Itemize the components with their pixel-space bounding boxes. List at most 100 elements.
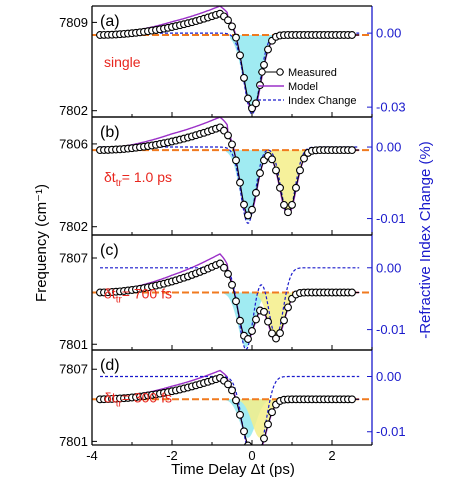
measured-point xyxy=(348,31,356,39)
measured-point xyxy=(264,45,272,54)
measured-point xyxy=(260,307,268,316)
measured-point xyxy=(256,169,264,178)
y2-tick-label: 0.00 xyxy=(376,369,401,384)
note-value: = 700 fs xyxy=(122,285,172,301)
measured-point xyxy=(252,99,260,108)
dip-fill-2 xyxy=(266,150,310,213)
measured-point xyxy=(236,178,244,187)
y2-tick-label: -0.01 xyxy=(376,424,406,439)
measured-point xyxy=(236,410,244,419)
y-tick-label: 7807 xyxy=(59,251,88,266)
panels: 7809 7802 0.00 -0.03 (a) single Measured Model I… xyxy=(59,5,406,463)
plot-area xyxy=(92,6,372,115)
measured-point xyxy=(220,263,228,272)
y2-axis-title: -Refractive Index Change (%) xyxy=(417,141,434,339)
legend-measured-label: Measured xyxy=(288,67,337,79)
measured-point xyxy=(292,183,300,192)
panel-2: 7806 7802 0.00 -0.01 (b) δttr= 1.0 ps xyxy=(59,116,406,236)
legend-measured-marker xyxy=(276,68,284,76)
dip-fill-1 xyxy=(224,292,268,348)
y-tick-label: 7809 xyxy=(59,15,88,30)
measured-point xyxy=(248,104,256,113)
panel-label: (a) xyxy=(100,13,120,30)
measured-point xyxy=(256,81,264,90)
note-value: = 300 fs xyxy=(122,389,172,405)
legend-model-label: Model xyxy=(288,81,318,93)
index-change-line xyxy=(100,375,360,445)
note-main: single xyxy=(104,54,141,70)
measured-point xyxy=(232,156,240,165)
measured-point xyxy=(228,386,236,395)
measured-point xyxy=(348,395,356,404)
measured-point xyxy=(244,441,252,445)
plot-area xyxy=(92,117,372,225)
y2-tick-label: -0.01 xyxy=(376,211,406,226)
measured-point xyxy=(348,288,356,297)
measured-point xyxy=(300,154,308,163)
measured-point xyxy=(288,200,296,209)
measured-point xyxy=(268,329,276,338)
measured-point xyxy=(260,434,268,443)
measured-point xyxy=(272,334,280,343)
panel-note: δttr= 700 fs xyxy=(104,285,172,305)
measured-point xyxy=(252,315,260,324)
measured-point xyxy=(264,420,272,429)
measured-point xyxy=(272,166,280,175)
y-tick-label: 7807 xyxy=(59,362,88,377)
y-tick-label: 7806 xyxy=(59,136,88,151)
measured-point xyxy=(228,280,236,289)
panel-label: (b) xyxy=(100,124,120,141)
y2-tick-label: 0.00 xyxy=(376,140,401,155)
index-change-line xyxy=(100,267,360,350)
measured-point xyxy=(236,51,244,60)
legend: Measured Model Index Change xyxy=(258,67,357,107)
panel-note: δttr= 1.0 ps xyxy=(104,169,172,189)
panel-note: single xyxy=(104,54,141,70)
measured-point xyxy=(228,140,236,149)
measured-point xyxy=(257,447,264,454)
measured-point xyxy=(244,211,252,220)
measured-point xyxy=(228,22,236,31)
measured-point xyxy=(280,200,288,209)
measured-point xyxy=(260,60,268,69)
measured-point xyxy=(240,427,248,436)
measured-point xyxy=(276,183,284,192)
y2-tick-label: -0.03 xyxy=(376,100,406,115)
measured-point xyxy=(268,408,276,417)
measured-point xyxy=(240,200,248,209)
plot-area xyxy=(92,253,372,350)
x-axis-title: Time Delay Δt (ps) xyxy=(171,461,295,478)
measured-point xyxy=(276,329,284,338)
note-sub: tr xyxy=(116,398,123,409)
y-tick-label: 7801 xyxy=(59,337,88,352)
measured-point xyxy=(280,316,288,325)
measured-point xyxy=(348,146,356,155)
panel-label: (c) xyxy=(100,242,119,259)
panel-4: 7807 7801 0.00 -0.01 (d) δttr= 300 fs -4 -2 0 2 xyxy=(59,349,406,463)
measured-point xyxy=(284,303,292,312)
note-sub: tr xyxy=(116,294,123,305)
note-main: δt xyxy=(104,389,116,405)
note-value: = 1.0 ps xyxy=(122,169,172,185)
x-tick-label: 0 xyxy=(248,448,255,463)
note-sub: tr xyxy=(116,178,123,189)
measured-point xyxy=(248,327,256,335)
panel-note: δttr= 300 fs xyxy=(104,389,172,409)
x-tick-label: 2 xyxy=(328,448,335,463)
y-axis-title: Frequency (cm⁻¹) xyxy=(33,184,50,302)
measured-point xyxy=(240,73,248,82)
y2-tick-label: -0.01 xyxy=(376,322,406,337)
panel-3: 7807 7801 0.00 -0.01 (c) δttr= 700 fs xyxy=(59,234,406,352)
measured-point xyxy=(236,316,244,325)
panel-label: (d) xyxy=(100,357,120,374)
measured-point xyxy=(244,335,252,343)
measured-point xyxy=(224,16,232,25)
measured-point xyxy=(268,155,276,164)
plot-area xyxy=(92,369,372,454)
measured-point xyxy=(244,94,252,103)
measured-point xyxy=(232,396,240,405)
measured-point xyxy=(284,208,292,217)
measured-point xyxy=(224,131,232,140)
y2-tick-label: 0.00 xyxy=(376,260,401,275)
